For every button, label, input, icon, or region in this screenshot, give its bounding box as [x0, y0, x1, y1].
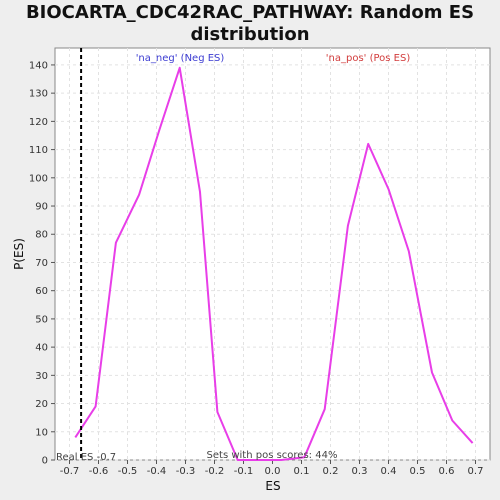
chart-title: BIOCARTA_CDC42RAC_PATHWAY: Random ES dis…: [0, 2, 500, 46]
y-tick-label: 30: [35, 371, 48, 382]
neg-label: 'na_neg' (Neg ES): [136, 53, 225, 64]
y-tick-label: 40: [35, 343, 48, 354]
x-axis: -0.7 -0.6 -0.5 -0.4 -0.3 -0.2 -0.1 0.0 0.1 0.2 0.3…: [60, 460, 484, 477]
y-tick-label: 90: [35, 202, 48, 213]
real-es-label: Real ES -0.7: [56, 452, 116, 463]
y-tick-label: 70: [35, 258, 48, 269]
x-tick-label: -0.2: [205, 466, 225, 477]
x-tick-label: 0.5: [410, 466, 426, 477]
x-tick-label: 0.0: [265, 466, 281, 477]
x-tick-label: 0.7: [468, 466, 484, 477]
y-tick-label: 0: [42, 456, 48, 467]
x-tick-label: 0.4: [381, 466, 397, 477]
y-tick-label: 110: [29, 145, 48, 156]
y-tick-label: 80: [35, 230, 48, 241]
y-tick-label: 10: [35, 427, 48, 438]
y-tick-label: 60: [35, 286, 48, 297]
y-tick-label: 140: [29, 60, 48, 71]
chart-title-line1: BIOCARTA_CDC42RAC_PATHWAY: Random ES: [25, 2, 475, 23]
x-axis-title: ES: [265, 479, 280, 493]
series-group: [74, 48, 474, 461]
x-tick-label: -0.3: [176, 466, 196, 477]
x-tick-label: 0.3: [352, 466, 368, 477]
pos-label: 'na_pos' (Pos ES): [326, 53, 411, 64]
y-tick-label: 100: [29, 173, 48, 184]
chart-title-line2: distribution: [190, 24, 310, 45]
x-tick-label: 0.6: [439, 466, 455, 477]
y-tick-label: 20: [35, 399, 48, 410]
x-tick-label: -0.6: [89, 466, 109, 477]
y-tick-label: 120: [29, 117, 48, 128]
y-tick-label: 130: [29, 89, 48, 100]
x-tick-label: -0.5: [118, 466, 138, 477]
x-tick-label: -0.4: [147, 466, 167, 477]
annotations: 'na_neg' (Neg ES) 'na_pos' (Pos ES) Real…: [56, 53, 410, 463]
x-tick-label: -0.7: [60, 466, 80, 477]
x-tick-label: -0.1: [234, 466, 254, 477]
y-axis-title: P(ES): [12, 238, 26, 270]
x-tick-label: 0.1: [294, 466, 310, 477]
pos-scores-label: Sets with pos scores: 44%: [207, 450, 338, 461]
y-tick-label: 50: [35, 314, 48, 325]
x-tick-label: 0.2: [323, 466, 339, 477]
series-line: [74, 66, 474, 461]
y-axis: 0 10 20 30 40 50 60 70 80 90 100 110 120 130 140: [29, 60, 55, 467]
